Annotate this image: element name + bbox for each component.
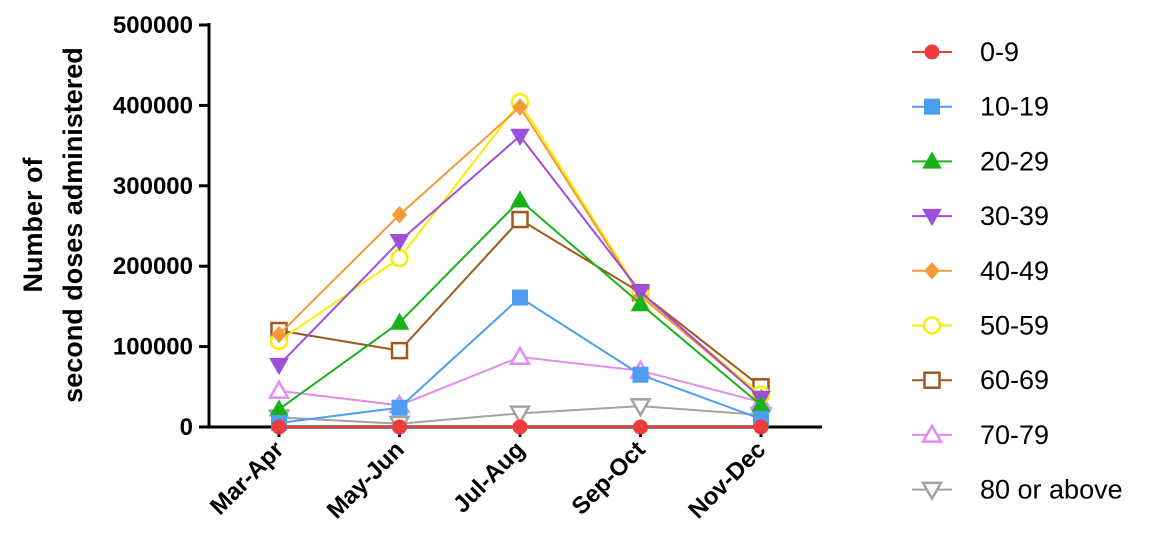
data-point (510, 128, 530, 146)
legend-marker (920, 423, 944, 443)
y-tick-label: 100000 (113, 334, 193, 361)
series-0-9 (271, 419, 769, 435)
legend-item: 80 or above (912, 475, 1123, 505)
legend-label: 30-39 (980, 201, 1049, 231)
legend-label: 0-9 (980, 37, 1019, 67)
data-point (390, 248, 409, 268)
data-point (271, 325, 287, 344)
data-point (511, 210, 529, 229)
legend-item: 10-19 (912, 92, 1049, 122)
legend-item: 0-9 (912, 37, 1019, 67)
legend-label: 50-59 (980, 311, 1049, 341)
data-point (512, 419, 528, 435)
data-point (629, 398, 652, 418)
legend-item: 30-39 (912, 201, 1049, 231)
legend-label: 10-19 (980, 92, 1049, 122)
y-tick-label: 400000 (113, 92, 193, 119)
data-point (632, 366, 649, 383)
y-tick-label: 500000 (113, 12, 193, 39)
data-point (389, 312, 410, 330)
series-30-39 (269, 128, 771, 409)
data-point (510, 190, 530, 208)
legend-label: 20-29 (980, 146, 1049, 176)
legend-marker (923, 371, 941, 389)
legend-marker (924, 44, 940, 60)
x-tick-label: Mar-Apr (205, 436, 289, 520)
data-point (269, 357, 289, 376)
legend-label: 70-79 (980, 420, 1049, 450)
data-point (630, 293, 651, 312)
series-20-29 (269, 190, 771, 417)
legend-marker (922, 151, 942, 169)
legend-marker (924, 98, 940, 115)
data-point (269, 399, 289, 417)
data-point (392, 419, 407, 435)
x-tick-label: May-Jun (322, 436, 410, 524)
data-point (391, 399, 408, 416)
x-tick-label: Sep-Oct (567, 436, 651, 520)
legend-item: 40-49 (912, 256, 1049, 286)
series-layer (267, 92, 773, 436)
data-point (512, 98, 528, 116)
data-point (633, 419, 648, 435)
data-point (508, 405, 532, 425)
series-70-79 (267, 345, 773, 414)
data-point (512, 289, 528, 306)
legend-marker (922, 208, 942, 227)
data-point (391, 205, 408, 224)
legend-item: 20-29 (912, 146, 1049, 176)
y-axis-ticks: 0 100000 200000 300000 400000 500000 (113, 12, 209, 441)
legend-item: 60-69 (912, 365, 1049, 395)
y-axis-title-line2: second doses administered (58, 47, 88, 403)
legend: 0-9 10-19 20-29 30-39 40-49 50-59 60-69 70-79 80… (912, 37, 1123, 505)
legend-label: 80 or above (980, 475, 1123, 505)
legend-marker (920, 481, 944, 502)
legend-item: 70-79 (912, 420, 1049, 450)
x-axis-ticks: Mar-Apr May-Jun Jul-Aug Sep-Oct Nov-Dec (205, 427, 771, 524)
data-point (271, 419, 287, 435)
data-point (630, 284, 651, 302)
x-tick-label: Jul-Aug (448, 436, 530, 518)
y-tick-label: 200000 (113, 253, 193, 280)
legend-item: 50-59 (912, 311, 1049, 341)
data-point (267, 379, 291, 399)
legend-label: 60-69 (980, 365, 1049, 395)
y-tick-label: 0 (180, 414, 193, 441)
y-axis-title-line1: Number of (18, 156, 48, 292)
data-point (508, 345, 532, 366)
y-tick-label: 300000 (113, 173, 193, 200)
data-point (390, 341, 409, 360)
legend-label: 40-49 (980, 256, 1049, 286)
data-point (389, 234, 410, 252)
legend-marker (924, 262, 940, 280)
x-tick-label: Nov-Dec (683, 436, 771, 524)
legend-marker (922, 316, 942, 335)
data-point (753, 419, 769, 435)
